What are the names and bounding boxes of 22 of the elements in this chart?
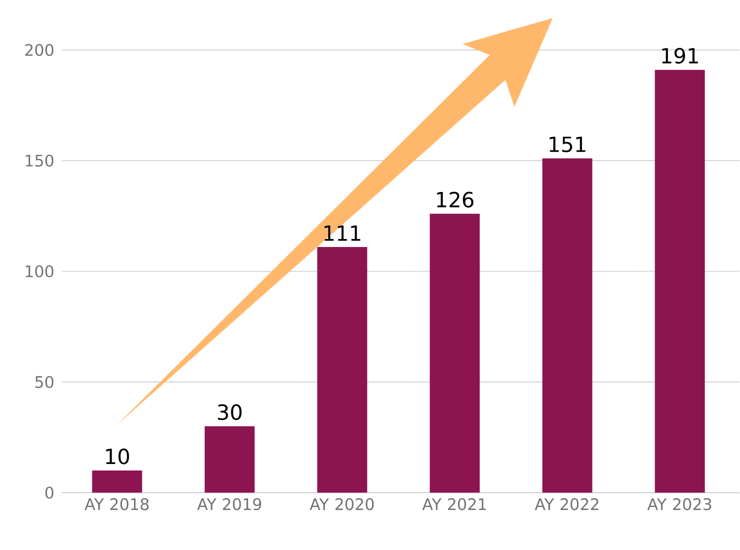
y-tick-label: 150	[26, 154, 54, 167]
y-tick-label: 100	[26, 265, 54, 278]
bar	[317, 247, 368, 493]
bar	[542, 158, 592, 493]
data-label: 126	[437, 192, 474, 208]
data-label: 151	[550, 136, 586, 152]
x-tick-label: AY 2019	[197, 498, 262, 510]
y-tick-label: 0	[45, 486, 54, 499]
bar	[204, 426, 255, 493]
x-tick-label: AY 2022	[534, 498, 598, 510]
data-label: 30	[218, 404, 242, 420]
bar	[92, 470, 142, 493]
bar	[654, 70, 705, 493]
data-label: 191	[662, 48, 698, 64]
x-tick-label: AY 2021	[422, 498, 486, 510]
bar	[430, 214, 480, 493]
y-tick-label: 200	[25, 44, 54, 56]
y-tick-label: 50	[35, 376, 54, 388]
data-label: 10	[106, 448, 130, 465]
x-tick-label: AY 2020	[310, 498, 374, 510]
x-tick-label: AY 2023	[647, 498, 712, 510]
x-tick-label: AY 2018	[84, 498, 149, 510]
